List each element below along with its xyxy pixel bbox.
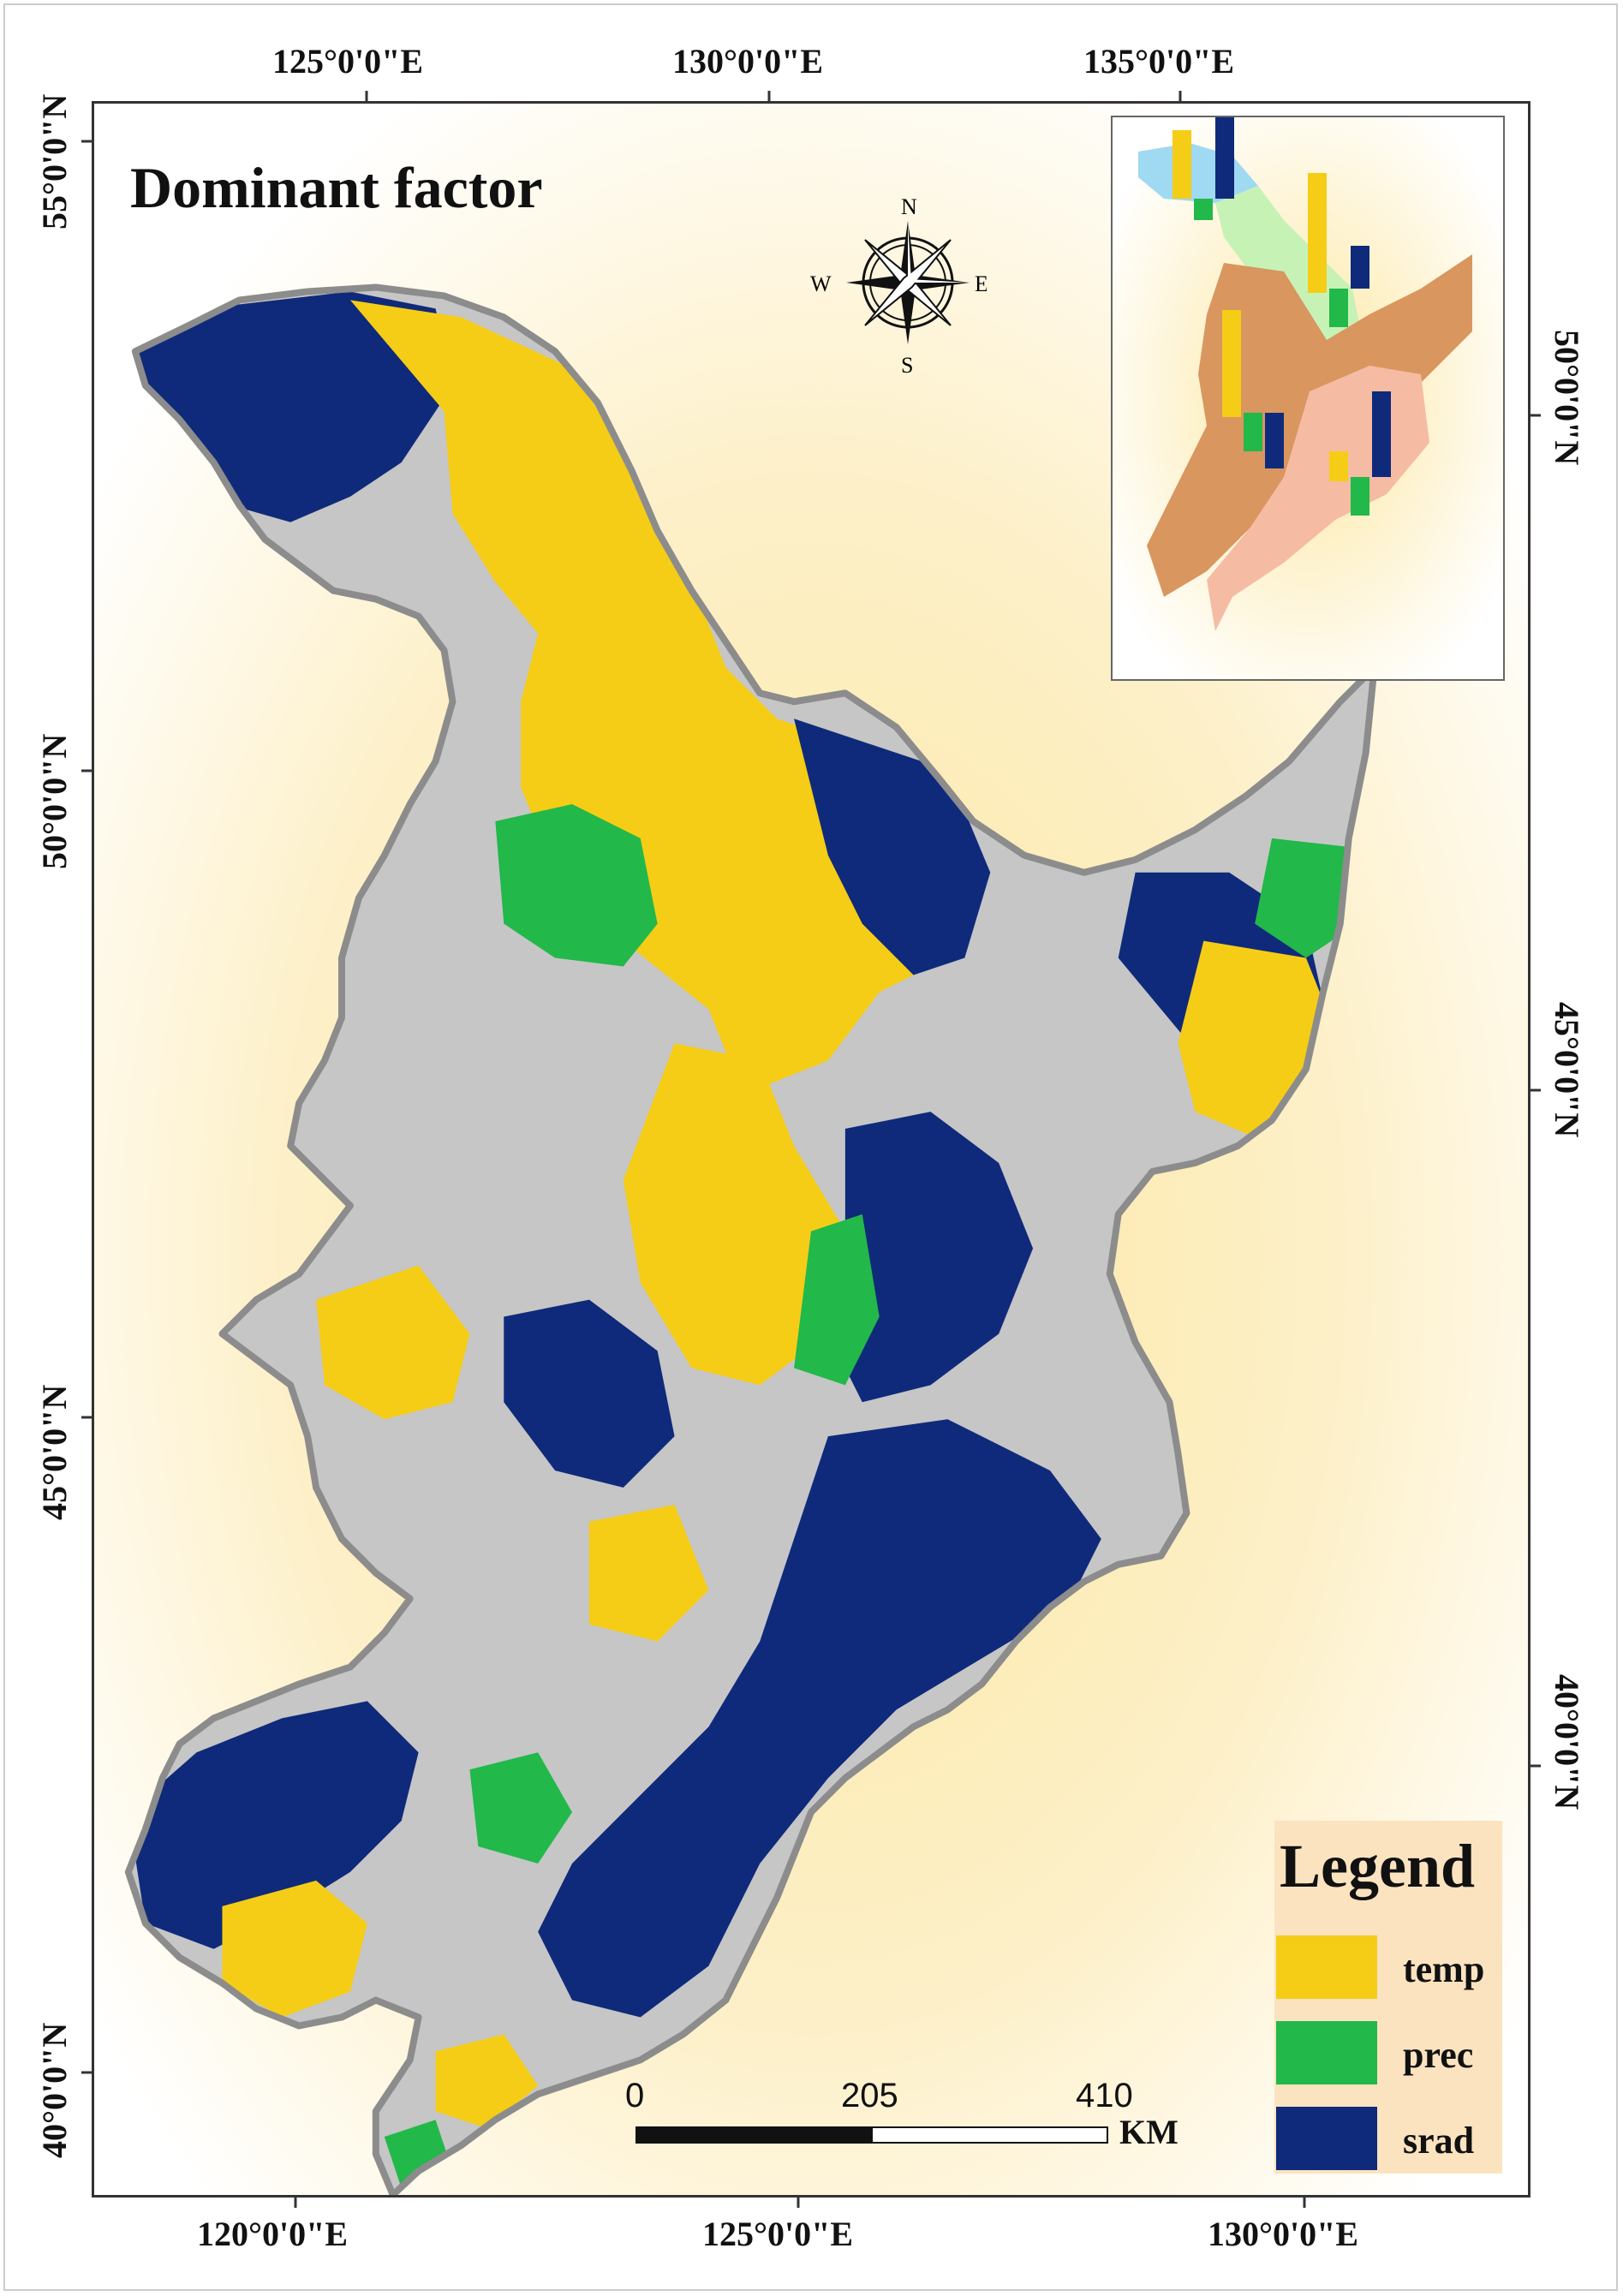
legend-title: Legend (1280, 1832, 1476, 1900)
legend-swatch (1276, 2021, 1377, 2084)
top-tick-label: 135°0'0"E (1083, 42, 1234, 81)
inset-bar-srad (1351, 246, 1369, 289)
inset-region (1215, 186, 1361, 349)
bottom-tick-label: 130°0'0"E (1208, 2215, 1358, 2253)
inset-bar-temp (1222, 310, 1241, 417)
inset-bar-temp (1308, 173, 1327, 293)
inset-bar-srad (1372, 391, 1391, 477)
compass-w: W (810, 271, 832, 296)
compass-s: S (901, 353, 913, 377)
scale-label: 410 (1076, 2077, 1133, 2114)
inset-bar-temp (1329, 451, 1348, 481)
inset-map (1111, 116, 1505, 681)
scale-bar-segment (637, 2128, 873, 2142)
compass-e: E (975, 271, 987, 296)
legend-item-prec: prec (1276, 2021, 1499, 2084)
inset-bar-prec (1351, 477, 1369, 516)
top-tick-label: 130°0'0"E (672, 42, 823, 81)
inset-bar-prec (1329, 289, 1348, 327)
legend-item-temp: temp (1276, 1935, 1499, 1999)
legend-item-srad: srad (1276, 2107, 1499, 2170)
scale-label: 0 (625, 2077, 645, 2114)
legend-label: srad (1403, 2120, 1475, 2162)
legend: Legend temp prec srad (1274, 1821, 1502, 2174)
inset-bar-temp (1172, 130, 1191, 199)
legend-label: prec (1403, 2034, 1474, 2076)
legend-label: temp (1403, 1948, 1485, 1990)
map-title: Dominant factor (130, 155, 543, 220)
inset-canvas (1113, 117, 1503, 679)
legend-swatch (1276, 1935, 1377, 1999)
bottom-tick-label: 125°0'0"E (702, 2215, 853, 2253)
compass-n: N (901, 194, 917, 219)
scale-bar (635, 2126, 1108, 2144)
inset-bar-srad (1215, 117, 1234, 199)
bottom-tick-label: 120°0'0"E (197, 2215, 348, 2253)
compass-rose-icon: N S W E (810, 194, 987, 377)
inset-bar-srad (1265, 413, 1284, 468)
inset-bar-prec (1194, 199, 1213, 220)
legend-swatch (1276, 2107, 1377, 2170)
inset-bar-prec (1244, 413, 1262, 451)
scale-label: 205 (841, 2077, 898, 2114)
top-tick-label: 125°0'0"E (272, 42, 423, 81)
figure-border (3, 3, 1618, 2291)
scale-unit: KM (1119, 2113, 1178, 2151)
